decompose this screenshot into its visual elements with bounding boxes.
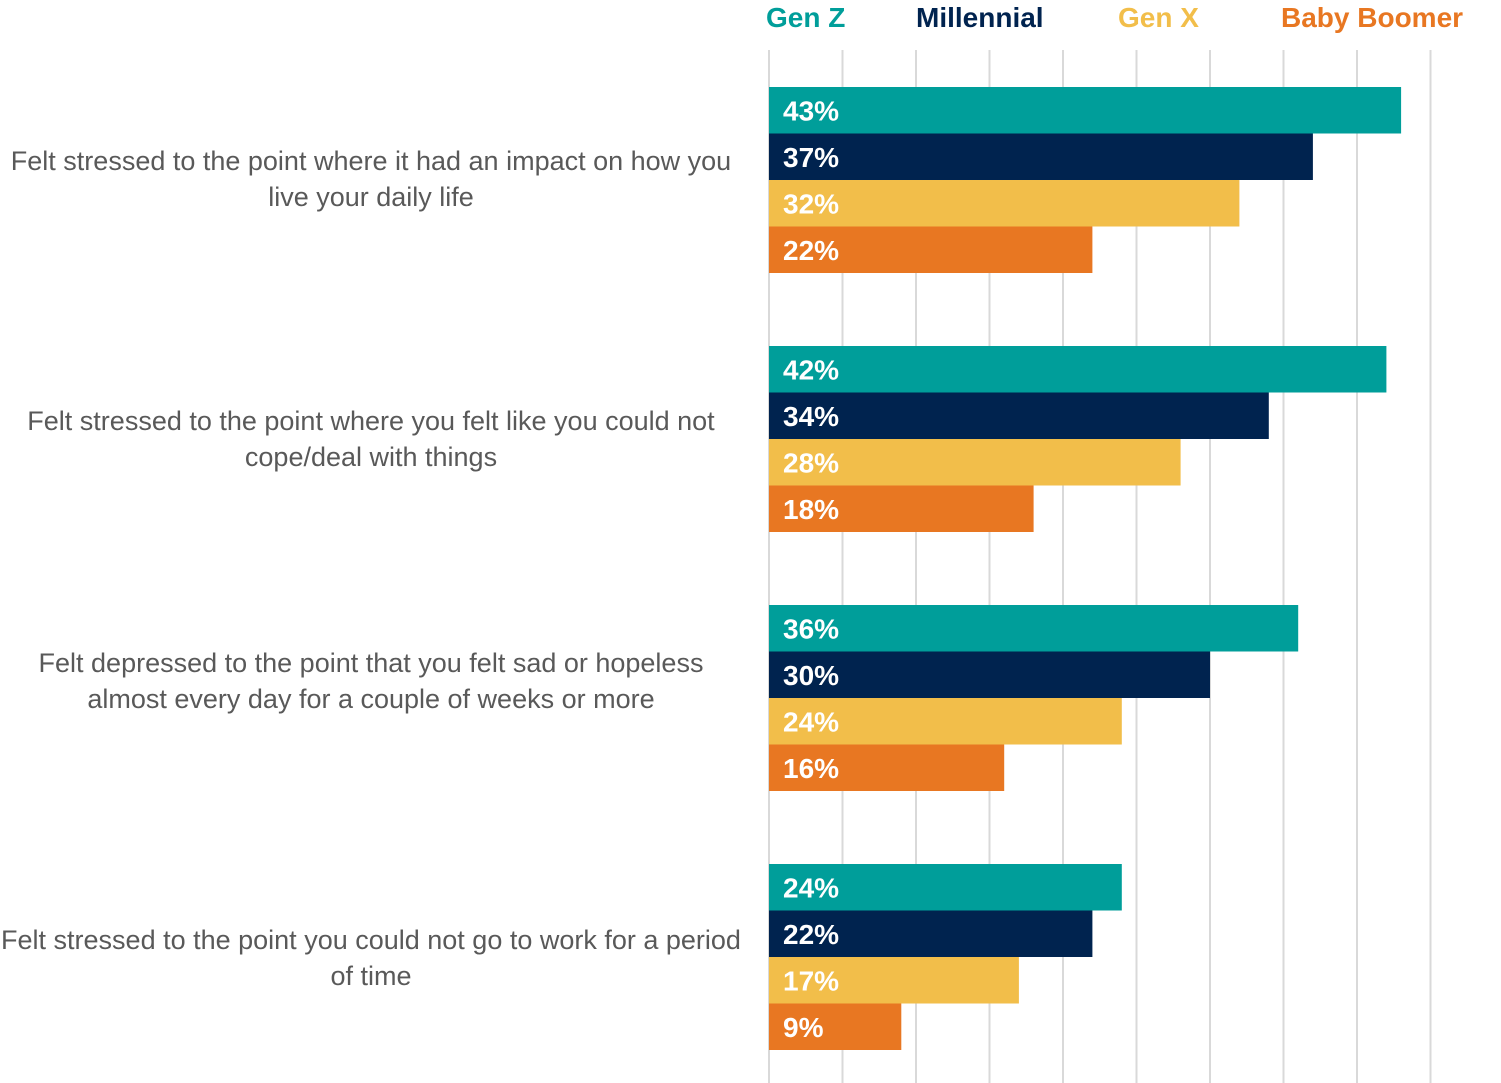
bar-millennial-4 <box>769 910 1093 957</box>
bar-baby-boomer-4 <box>769 1003 902 1050</box>
bar-gen-z-3 <box>769 605 1299 652</box>
data-label-millennial-4: 22% <box>783 919 839 950</box>
bar-gen-x-2 <box>769 439 1181 486</box>
bar-baby-boomer-1 <box>769 226 1093 273</box>
data-label-gen-z-4: 24% <box>783 872 839 903</box>
bar-gen-x-1 <box>769 180 1240 227</box>
bar-millennial-1 <box>769 133 1313 180</box>
data-label-gen-x-1: 32% <box>783 188 839 219</box>
data-label-gen-z-1: 43% <box>783 95 839 126</box>
bar-baby-boomer-3 <box>769 744 1005 791</box>
legend-entry-gen-z: Gen Z <box>766 2 846 33</box>
data-label-gen-x-3: 24% <box>783 706 839 737</box>
data-label-gen-x-2: 28% <box>783 447 839 478</box>
category-label-1: Felt stressed to the point where it had … <box>10 146 732 212</box>
data-label-millennial-3: 30% <box>783 660 839 691</box>
data-label-baby-boomer-4: 9% <box>783 1012 824 1043</box>
data-label-baby-boomer-1: 22% <box>783 235 839 266</box>
legend-entry-millennial: Millennial <box>916 2 1044 33</box>
data-label-gen-x-4: 17% <box>783 965 839 996</box>
data-label-gen-z-3: 36% <box>783 613 839 644</box>
bar-gen-x-3 <box>769 698 1122 745</box>
bar-gen-z-1 <box>769 87 1402 134</box>
legend-entry-baby-boomer: Baby Boomer <box>1281 2 1464 33</box>
data-label-millennial-1: 37% <box>783 142 839 173</box>
bar-gen-x-4 <box>769 957 1019 1004</box>
bar-millennial-2 <box>769 392 1269 439</box>
category-label-2: Felt stressed to the point where you fel… <box>27 406 715 472</box>
bar-millennial-3 <box>769 651 1210 698</box>
data-label-baby-boomer-2: 18% <box>783 494 839 525</box>
bar-gen-z-4 <box>769 864 1122 911</box>
category-label-3: Felt depressed to the point that you fel… <box>38 648 704 714</box>
data-label-millennial-2: 34% <box>783 401 839 432</box>
bar-gen-z-2 <box>769 346 1387 393</box>
bar-baby-boomer-2 <box>769 485 1034 532</box>
data-label-gen-z-2: 42% <box>783 354 839 385</box>
legend-entry-gen-x: Gen X <box>1118 2 1199 33</box>
category-label-4: Felt stressed to the point you could not… <box>1 925 741 991</box>
data-label-baby-boomer-3: 16% <box>783 753 839 784</box>
